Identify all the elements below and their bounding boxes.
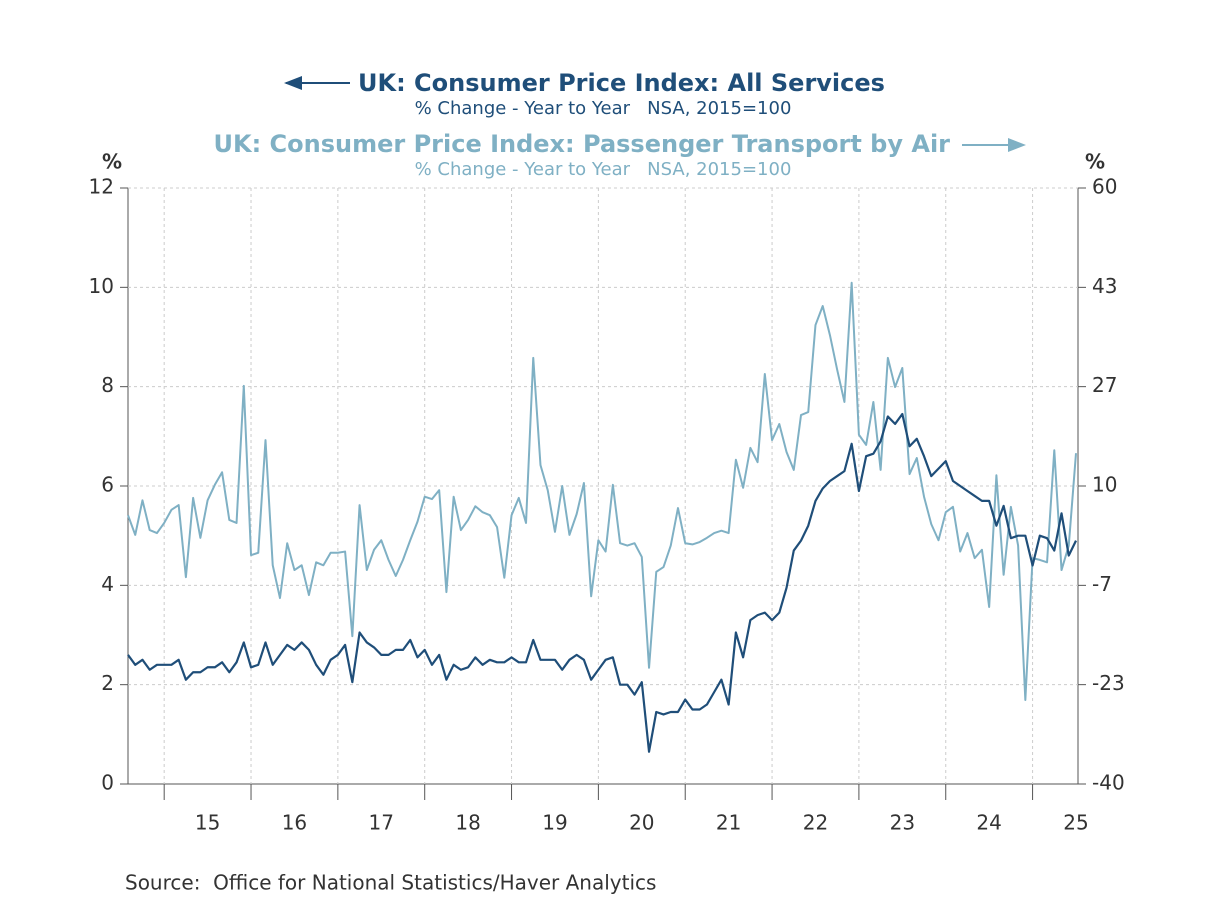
y2-tick-label: -40 xyxy=(1092,771,1125,795)
y-tick-label: 12 xyxy=(89,175,114,199)
x-tick-label: 15 xyxy=(195,811,220,835)
x-tick-label: 25 xyxy=(1063,811,1088,835)
y-tick-label: 2 xyxy=(101,671,114,695)
y2-tick-label: 60 xyxy=(1092,175,1117,199)
y-tick-label: 4 xyxy=(101,572,114,596)
y-tick-label: 8 xyxy=(101,373,114,397)
y-tick-label: 0 xyxy=(101,771,114,795)
x-tick-label: 16 xyxy=(282,811,307,835)
x-tick-label: 24 xyxy=(976,811,1001,835)
legend-arrowhead xyxy=(284,76,302,90)
series-line xyxy=(127,412,1077,753)
source: Source: Office for National Statistics/H… xyxy=(125,871,656,895)
legend-title: UK: Consumer Price Index: All Services xyxy=(358,69,885,97)
y2-unit: % xyxy=(1085,150,1105,174)
y-tick-label: 6 xyxy=(101,473,114,497)
y2-tick-label: 27 xyxy=(1092,373,1117,397)
y-unit: % xyxy=(102,150,122,174)
x-tick-label: 20 xyxy=(629,811,654,835)
legend-subtitle: % Change - Year to Year NSA, 2015=100 xyxy=(415,98,792,119)
x-tick-label: 17 xyxy=(369,811,394,835)
x-tick-label: 19 xyxy=(542,811,567,835)
y2-tick-label: 43 xyxy=(1092,274,1117,298)
y-tick-label: 10 xyxy=(89,274,114,298)
legend-title: UK: Consumer Price Index: Passenger Tran… xyxy=(214,130,951,158)
y2-tick-label: -7 xyxy=(1092,572,1112,596)
series-line xyxy=(127,281,1077,701)
x-tick-label: 23 xyxy=(890,811,915,835)
legend-arrowhead xyxy=(1008,138,1026,152)
x-tick-label: 18 xyxy=(455,811,480,835)
x-tick-label: 22 xyxy=(803,811,828,835)
x-tick-label: 21 xyxy=(716,811,741,835)
y2-tick-label: -23 xyxy=(1092,671,1125,695)
y2-tick-label: 10 xyxy=(1092,473,1117,497)
legend-subtitle: % Change - Year to Year NSA, 2015=100 xyxy=(415,159,792,180)
